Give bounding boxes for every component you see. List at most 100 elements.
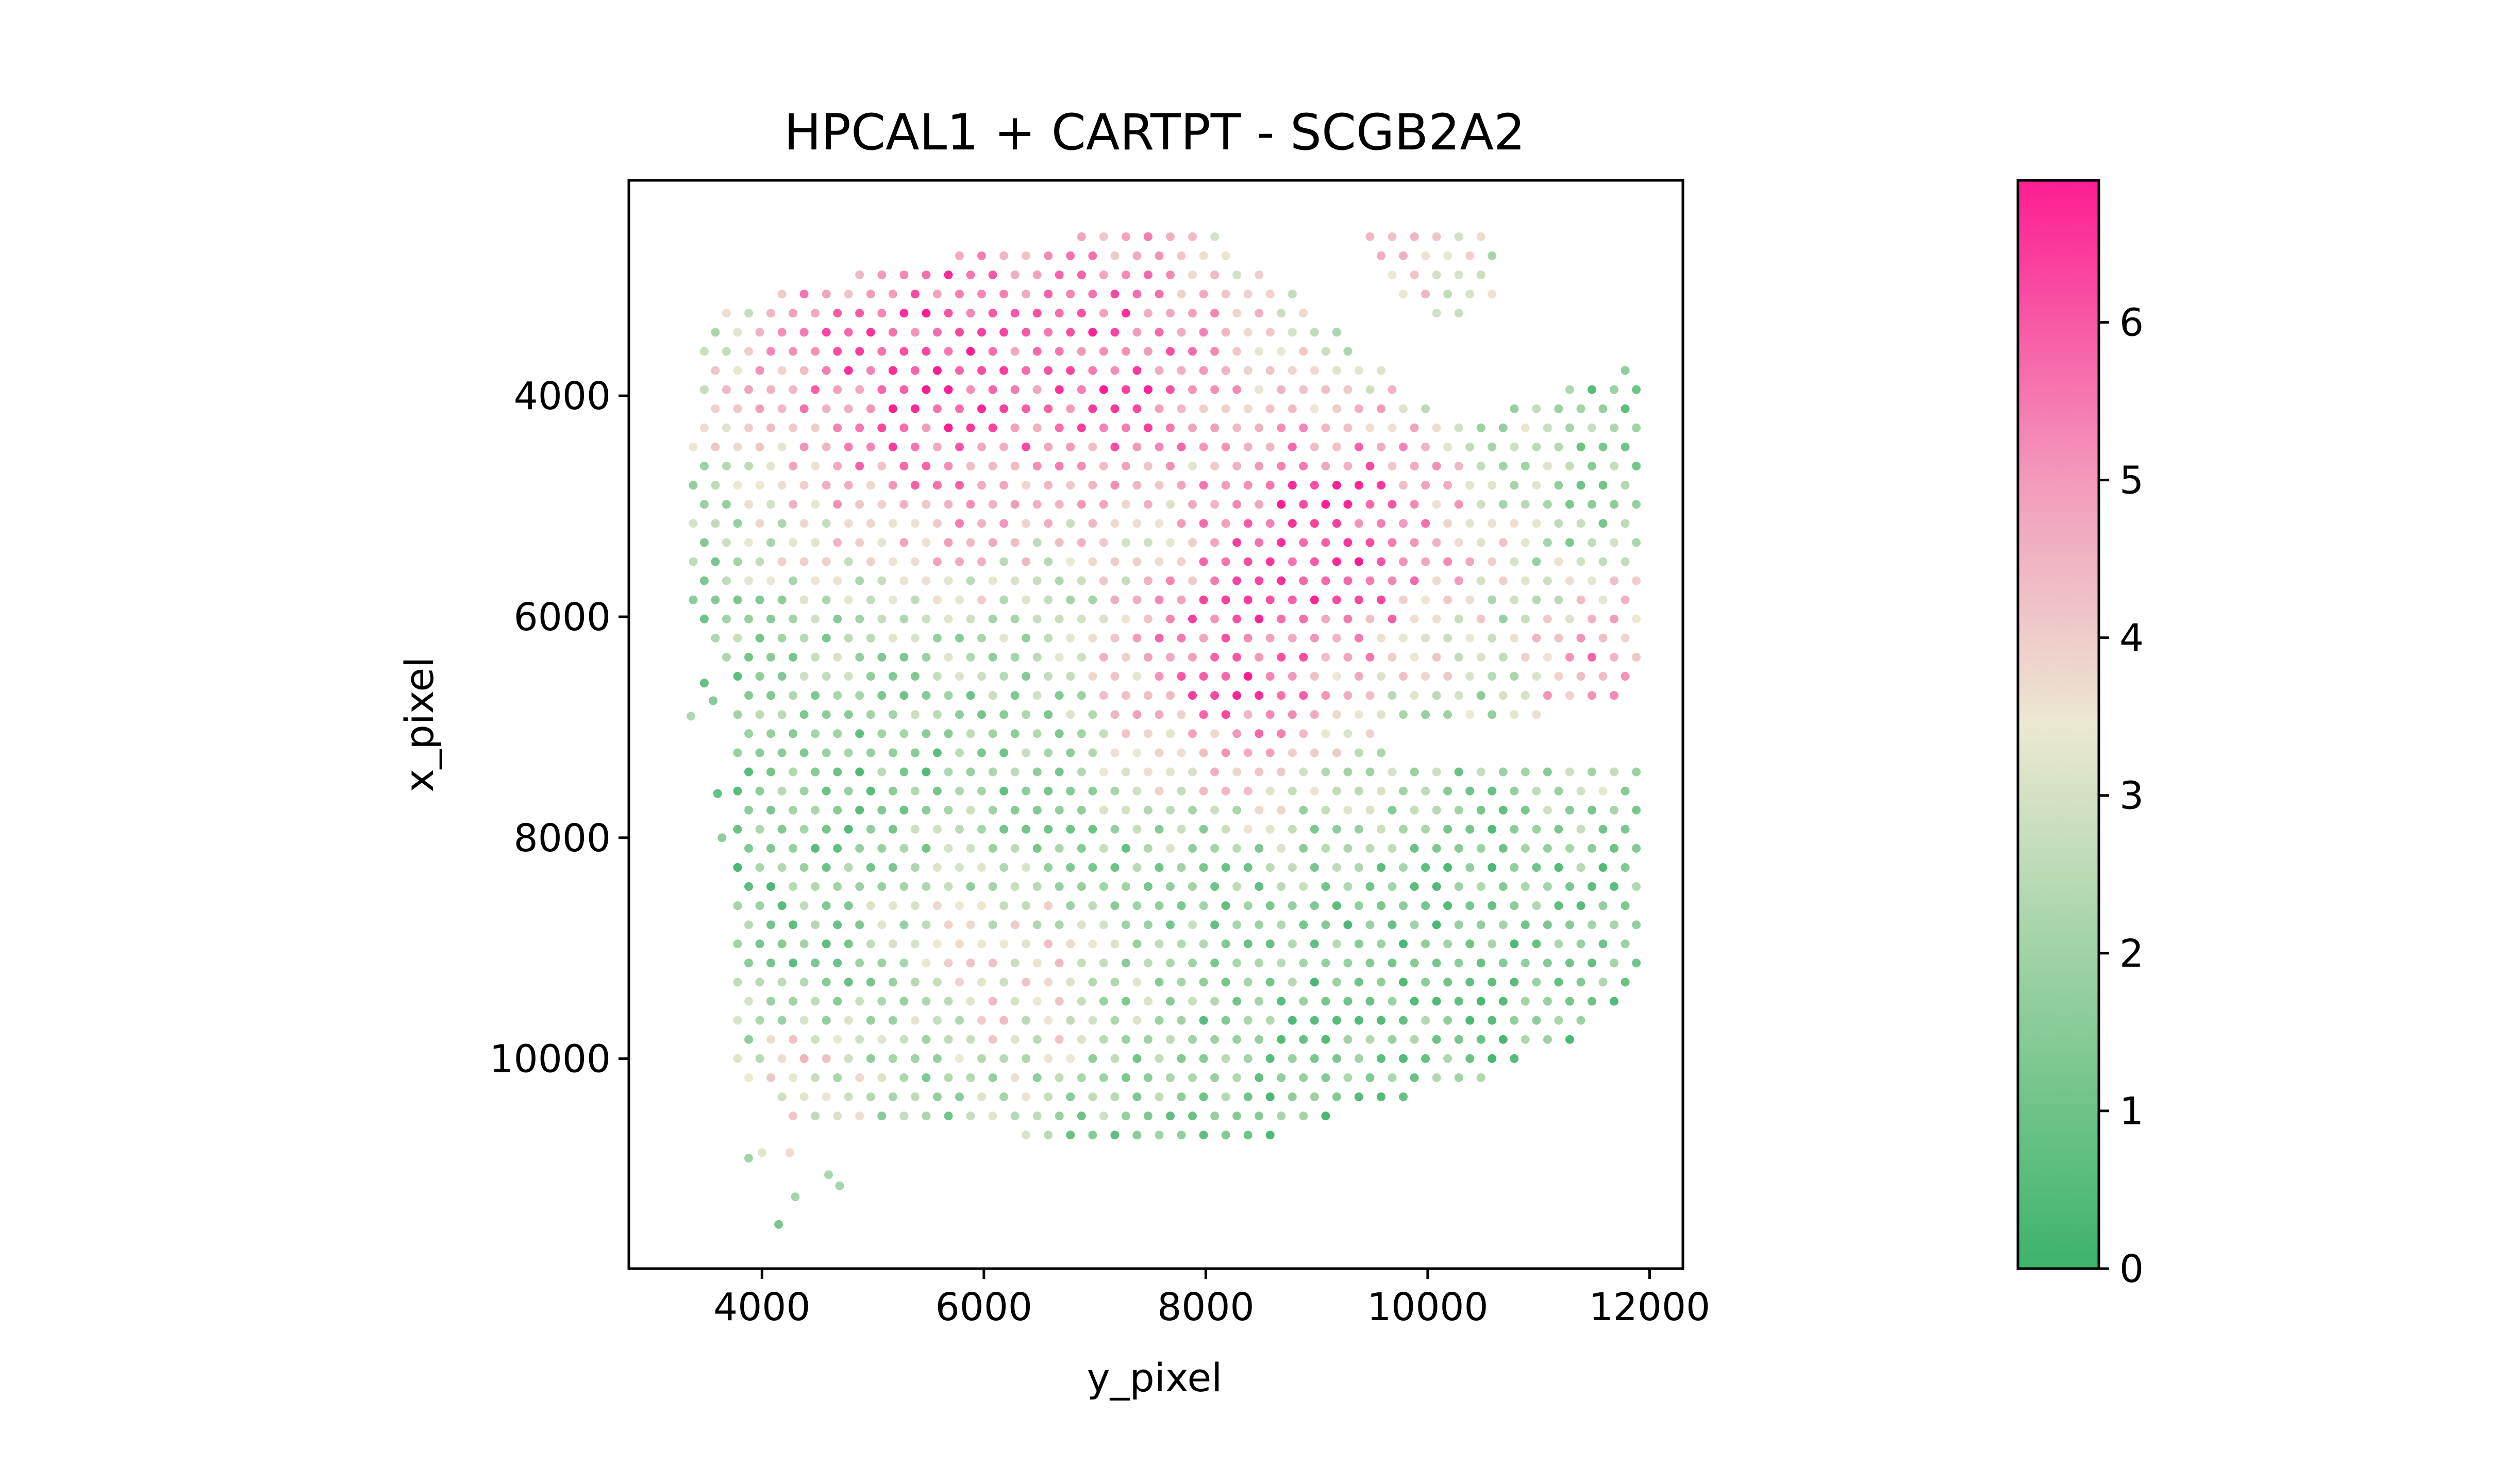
spot-point — [1265, 366, 1275, 375]
spot-point — [1288, 404, 1297, 413]
spot-point — [910, 290, 920, 299]
spot-point — [822, 863, 831, 872]
spot-point — [1510, 557, 1519, 566]
spot-point — [1199, 595, 1208, 604]
spot-point — [1354, 366, 1363, 375]
spot-point — [1077, 347, 1086, 356]
spot-point — [1188, 882, 1197, 891]
spot-point — [1388, 767, 1397, 777]
spot-point — [1310, 824, 1319, 834]
spot-point — [1610, 462, 1618, 470]
spot-point — [1132, 672, 1142, 681]
spot-point — [733, 633, 742, 643]
spot-point — [1221, 786, 1230, 796]
spot-point — [1221, 290, 1230, 299]
spot-point — [1310, 748, 1319, 757]
spot-point — [1576, 672, 1585, 681]
spot-point — [844, 290, 853, 299]
spot-point — [1532, 1016, 1541, 1025]
spot-point — [966, 844, 975, 853]
spot-point — [1365, 844, 1375, 853]
spot-point — [1132, 1054, 1142, 1063]
spot-point — [1521, 1035, 1530, 1044]
spot-point — [1621, 519, 1630, 528]
spot-point — [1443, 824, 1452, 834]
spot-point — [1388, 920, 1397, 930]
spot-point — [955, 481, 964, 490]
spot-point — [1066, 595, 1075, 604]
spot-point — [833, 882, 842, 891]
spot-point — [877, 767, 887, 777]
spot-point — [1288, 939, 1297, 949]
spot-point — [1166, 844, 1175, 853]
spot-point — [1132, 519, 1142, 528]
spot-point — [1088, 748, 1097, 757]
spot-point — [988, 691, 997, 700]
spot-point — [1521, 844, 1530, 853]
spot-point — [999, 404, 1009, 413]
spot-point — [1432, 920, 1441, 930]
spot-point — [1277, 1035, 1286, 1044]
spot-point — [922, 385, 931, 394]
spot-point — [888, 863, 897, 872]
spot-point — [1166, 309, 1175, 318]
spot-point — [1354, 901, 1363, 910]
spot-point — [1310, 1016, 1319, 1025]
spot-point — [1399, 404, 1408, 413]
spot-point — [1155, 519, 1164, 528]
spot-point — [1332, 1092, 1341, 1102]
spot-point — [1299, 729, 1308, 738]
spot-point — [777, 633, 787, 643]
spot-point — [1532, 519, 1541, 528]
spot-point — [1399, 595, 1408, 604]
spot-point — [1155, 481, 1164, 490]
spot-point — [1598, 633, 1608, 643]
spot-point — [1554, 404, 1563, 413]
spot-point — [1565, 805, 1574, 815]
spot-point — [1221, 251, 1230, 260]
spot-point — [1066, 251, 1075, 260]
spot-point — [1565, 614, 1574, 623]
spot-point — [888, 901, 897, 910]
spot-point — [766, 423, 775, 432]
spot-point — [1132, 595, 1142, 604]
spot-point — [777, 404, 787, 413]
spot-point — [811, 958, 820, 968]
spot-point — [1188, 232, 1197, 241]
spot-point — [1465, 290, 1475, 299]
spot-point — [799, 633, 809, 643]
spot-point — [811, 347, 820, 356]
spot-point — [1332, 824, 1341, 834]
spot-point — [1632, 614, 1641, 623]
spot-point — [988, 652, 997, 662]
spot-point — [1177, 633, 1186, 643]
spot-point — [1510, 481, 1519, 490]
spot-point — [1077, 500, 1086, 509]
spot-point — [1121, 576, 1130, 585]
spot-point — [755, 786, 764, 796]
spot-point — [988, 1035, 997, 1044]
spot-point — [877, 462, 887, 470]
spot-point — [1332, 557, 1341, 566]
spot-point — [1177, 1054, 1186, 1063]
spot-point — [1388, 1035, 1397, 1044]
spot-point — [866, 672, 875, 681]
spot-point — [1610, 882, 1618, 891]
spot-point — [1088, 786, 1097, 796]
spot-point — [755, 366, 764, 375]
spot-point — [922, 576, 931, 585]
spot-point — [1243, 786, 1252, 796]
spot-point — [1632, 576, 1641, 585]
spot-point — [1310, 710, 1319, 719]
spot-point — [811, 423, 820, 432]
spot-point — [1343, 652, 1352, 662]
spot-point — [866, 901, 875, 910]
spot-point — [1010, 271, 1020, 279]
spot-point — [1421, 977, 1430, 987]
spot-point — [1543, 538, 1552, 547]
spot-point — [1465, 901, 1475, 910]
spot-point — [1565, 652, 1574, 662]
spot-point — [1132, 1016, 1142, 1025]
spot-point — [1155, 1054, 1164, 1063]
spot-point — [755, 404, 764, 413]
